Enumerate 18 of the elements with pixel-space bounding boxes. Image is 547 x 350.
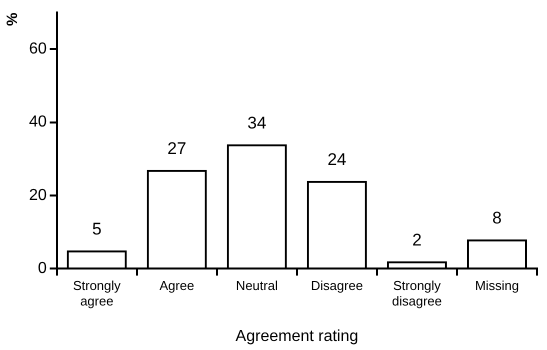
- x-tick-label: Neutral: [236, 278, 278, 293]
- data-label: 5: [92, 220, 102, 238]
- x-axis-title: Agreement rating: [236, 328, 358, 345]
- data-label: 27: [167, 139, 186, 158]
- data-label: 24: [327, 150, 346, 170]
- x-tick-label: Agree: [159, 278, 194, 293]
- y-tick-label: 0: [38, 260, 47, 278]
- data-label: 2: [412, 230, 422, 250]
- y-tick-label: 20: [29, 186, 47, 204]
- y-tick-label: 40: [29, 114, 47, 131]
- y-axis-title: %: [4, 12, 22, 26]
- data-label: 8: [492, 208, 502, 228]
- y-tick-label: 60: [29, 40, 47, 58]
- data-label: 34: [247, 113, 266, 132]
- x-tick-label: Strongly agree: [72, 278, 122, 309]
- x-tick-label: Strongly disagree: [392, 278, 442, 309]
- x-tick-label: Missing: [474, 278, 520, 293]
- x-tick-label: Disagree: [310, 278, 363, 293]
